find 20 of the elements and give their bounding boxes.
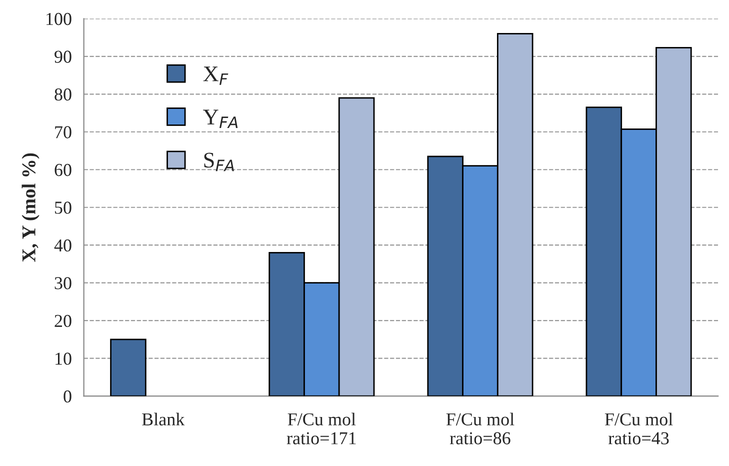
y-tick-label: 80 <box>54 88 72 101</box>
y-tick-label: 70 <box>55 126 72 138</box>
legend-label: X$_{F}$ <box>203 66 228 85</box>
y-tick-label: 60 <box>54 164 72 176</box>
y-tick-label: 10 <box>56 352 72 365</box>
y-tick-label: 30 <box>54 277 72 290</box>
legend-label: S$_{FA}$ <box>204 152 234 172</box>
x-tick-label: F/Cu mol ratio=171 <box>286 412 356 444</box>
y-tick-label: 0 <box>64 390 72 403</box>
legend-label: Y$_{FA}$ <box>203 110 238 128</box>
x-tick-label: F/Cu mol ratio=86 <box>446 412 514 444</box>
bar <box>110 338 146 396</box>
y-tick-label: 90 <box>54 50 72 63</box>
y-axis-title: X, Y (mol %) <box>22 153 40 262</box>
y-tick-label: 20 <box>54 314 72 328</box>
y-tick-label: 100 <box>46 12 72 26</box>
y-tick-label: 40 <box>54 239 72 252</box>
x-tick-label: Blank <box>142 412 185 426</box>
x-tick-label: F/Cu mol ratio=43 <box>604 412 673 444</box>
y-tick-label: 50 <box>55 202 72 214</box>
